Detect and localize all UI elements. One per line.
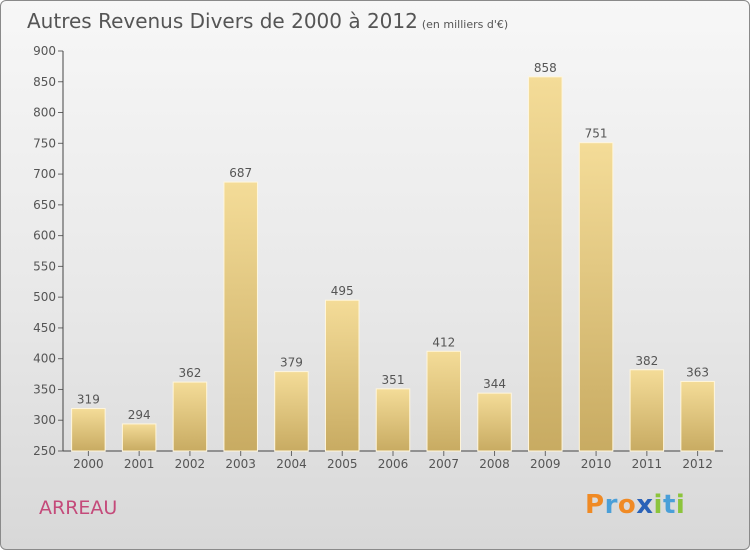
x-tick-label: 2012: [682, 457, 713, 471]
logo-letter: o: [617, 490, 637, 520]
y-tick-label: 750: [33, 136, 56, 150]
logo-letter: i: [675, 490, 686, 520]
bar: [680, 380, 715, 452]
bar: [223, 181, 258, 452]
data-label: 379: [280, 356, 303, 370]
proxiti-logo: Proxiti: [585, 490, 685, 520]
y-tick-label: 500: [33, 290, 56, 304]
logo-letter: i: [653, 490, 663, 520]
x-tick-label: 2007: [428, 457, 459, 471]
bar: [477, 392, 512, 452]
logo-letter: r: [604, 490, 618, 520]
x-tick-label: 2004: [276, 457, 307, 471]
chart-subtitle: (en milliers d'€): [421, 18, 509, 31]
x-tick-label: 2000: [73, 457, 104, 471]
y-tick-label: 450: [33, 321, 56, 335]
bar: [528, 76, 563, 452]
data-label: 751: [585, 127, 608, 141]
bar: [172, 381, 208, 452]
x-tick-label: 2001: [124, 457, 155, 471]
x-tick-label: 2005: [327, 457, 358, 471]
data-label: 319: [77, 393, 100, 407]
x-tick-label: 2009: [530, 457, 561, 471]
data-label: 495: [331, 284, 354, 298]
y-tick-label: 300: [33, 413, 56, 427]
y-tick-label: 900: [33, 44, 56, 58]
data-label: 858: [534, 61, 557, 75]
bar: [121, 423, 157, 452]
town-name: ARREAU: [39, 497, 118, 519]
bar: [629, 369, 665, 452]
y-tick-label: 650: [33, 198, 56, 212]
x-tick-label: 2006: [378, 457, 409, 471]
logo-letter: P: [585, 490, 605, 520]
logo-letter: x: [636, 490, 654, 520]
data-label: 344: [483, 377, 506, 391]
y-tick-label: 400: [33, 352, 56, 366]
bar: [71, 408, 106, 452]
bar: [426, 350, 462, 452]
x-tick-label: 2008: [479, 457, 510, 471]
x-tick-label: 2010: [581, 457, 612, 471]
data-label: 294: [128, 408, 151, 422]
x-tick-label: 2003: [225, 457, 256, 471]
chart-title: Autres Revenus Divers de 2000 à 2012 (en …: [27, 9, 508, 33]
bar: [578, 142, 614, 452]
y-tick-label: 250: [33, 444, 56, 458]
bar: [274, 371, 309, 452]
bar: [375, 388, 411, 452]
data-label: 687: [229, 166, 252, 180]
data-label: 412: [432, 335, 455, 349]
bar: [324, 299, 360, 452]
y-tick-label: 850: [33, 75, 56, 89]
y-tick-label: 350: [33, 382, 56, 396]
y-tick-label: 600: [33, 229, 56, 243]
data-label: 351: [382, 373, 405, 387]
x-tick-label: 2002: [175, 457, 206, 471]
chart-title-text: Autres Revenus Divers de 2000 à 2012: [27, 9, 418, 33]
y-tick-label: 800: [33, 106, 56, 120]
data-label: 382: [635, 354, 658, 368]
data-label: 362: [178, 366, 201, 380]
x-tick-label: 2011: [632, 457, 663, 471]
logo-letter: t: [662, 490, 676, 520]
y-tick-label: 700: [33, 167, 56, 181]
data-label: 363: [686, 365, 709, 379]
y-tick-label: 550: [33, 259, 56, 273]
